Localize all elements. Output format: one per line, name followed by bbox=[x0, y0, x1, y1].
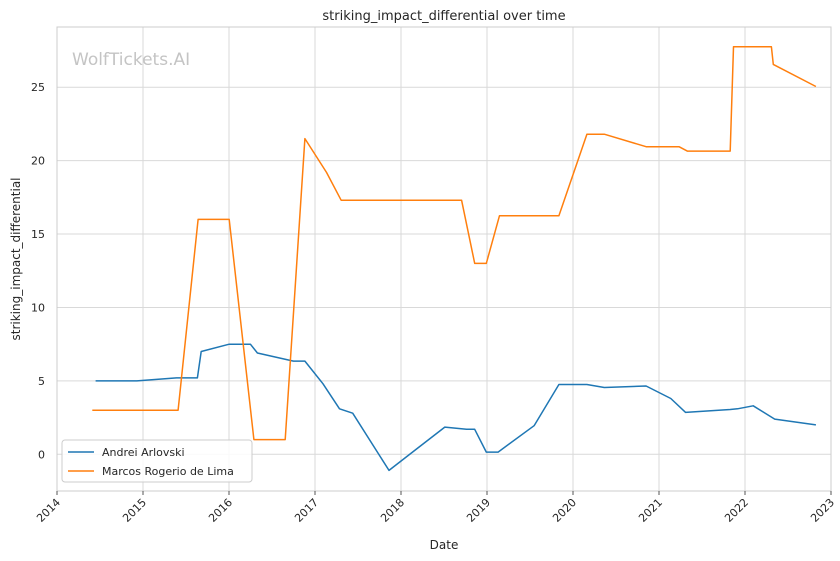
y-tick-label: 25 bbox=[31, 81, 45, 94]
watermark-text: WolfTickets.AI bbox=[72, 50, 190, 70]
legend-box bbox=[61, 439, 253, 483]
plot-frame bbox=[56, 26, 832, 492]
legend: Andrei Arlovski Marcos Rogerio de Lima bbox=[61, 439, 253, 483]
y-tick-label: 5 bbox=[38, 375, 45, 388]
legend-label: Andrei Arlovski bbox=[102, 446, 185, 459]
y-axis-ticks: 0 5 10 15 20 25 bbox=[31, 81, 45, 461]
x-axis-label: Date bbox=[430, 538, 459, 552]
series-line-1 bbox=[92, 46, 817, 441]
y-axis-label: striking_impact_differential bbox=[9, 177, 23, 340]
y-tick-label: 20 bbox=[31, 155, 45, 168]
chart-title: striking_impact_differential over time bbox=[322, 9, 565, 24]
series-layer bbox=[92, 46, 817, 472]
y-tick-label: 10 bbox=[31, 301, 45, 314]
y-tick-label: 15 bbox=[31, 228, 45, 241]
y-tick-label: 0 bbox=[38, 448, 45, 461]
legend-label: Marcos Rogerio de Lima bbox=[102, 465, 234, 478]
series-line-0 bbox=[95, 343, 817, 472]
